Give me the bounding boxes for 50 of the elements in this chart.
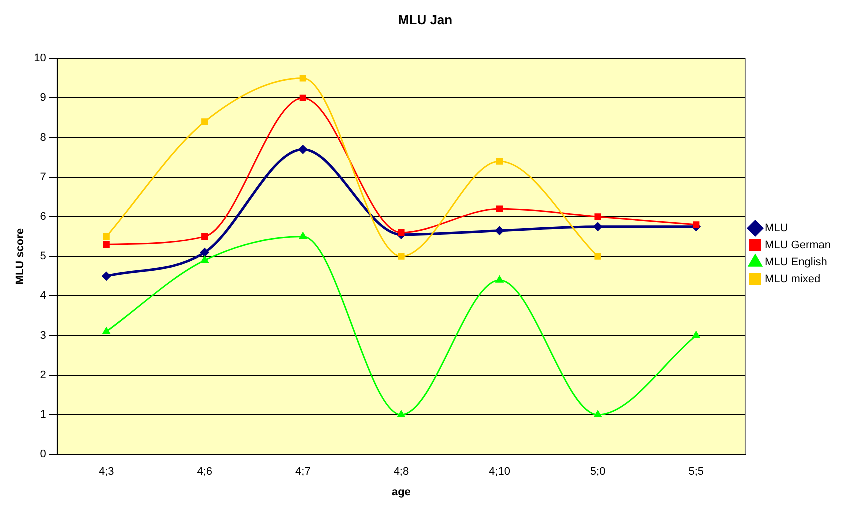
y-tick-label: 0 (40, 448, 46, 461)
point (692, 331, 700, 338)
x-tick-label: 4;8 (394, 466, 410, 478)
x-tick-label: 4;3 (98, 466, 114, 478)
y-tick-label: 8 (40, 132, 46, 144)
x-tick-label: 4;7 (296, 466, 311, 478)
point (102, 272, 112, 281)
y-tick-label: 2 (40, 369, 46, 382)
point (102, 327, 111, 334)
point (300, 94, 306, 102)
point (398, 230, 405, 236)
x-tick-label: 4;10 (489, 466, 510, 478)
legend-label: MLU mixed (764, 274, 821, 286)
point (594, 410, 602, 418)
y-tick-label: 3 (40, 330, 46, 342)
point (496, 206, 504, 212)
point (496, 158, 504, 165)
point (202, 233, 208, 240)
y-tick-label: 4 (40, 290, 46, 302)
point (200, 248, 210, 258)
y-tick-label: 1 (40, 409, 46, 422)
y-tick-label: 7 (40, 171, 46, 184)
point (103, 233, 110, 240)
point (495, 226, 504, 236)
point (202, 118, 208, 126)
y-axis-title: MLU score (14, 228, 27, 285)
x-axis-title: age (392, 486, 411, 498)
point (398, 253, 405, 260)
y-tick-label: 10 (34, 52, 46, 65)
point (103, 241, 110, 248)
x-tick-label: 4;6 (197, 466, 213, 478)
y-tick-label: 9 (40, 92, 46, 104)
point (594, 214, 602, 220)
point (300, 75, 306, 82)
legend-label: MLU German (764, 240, 832, 252)
y-tick-label: 6 (40, 211, 46, 224)
x-tick-label: 5;5 (688, 466, 704, 478)
point (594, 253, 602, 260)
legend-label: MLU (764, 222, 788, 235)
point (299, 232, 308, 240)
point (298, 145, 308, 154)
point (200, 256, 209, 264)
point (397, 410, 406, 418)
chart-title: MLU Jan (398, 12, 453, 28)
point (594, 222, 603, 232)
point (693, 222, 700, 228)
legend-label: MLU English (764, 256, 828, 269)
y-tick-label: 5 (40, 250, 46, 263)
x-tick-label: 5;0 (590, 466, 606, 478)
point (496, 276, 504, 283)
